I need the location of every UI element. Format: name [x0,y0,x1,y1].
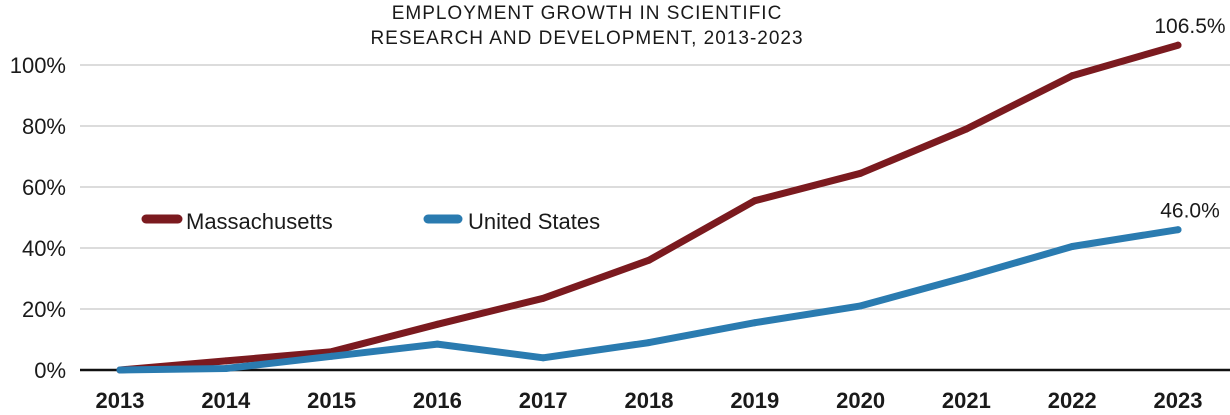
data-point-united-states-2013 [116,366,124,374]
y-axis-tick-labels: 0% 20% 40% 60% 80% 100% [10,53,66,383]
x-tick-label-2013: 2013 [96,388,145,413]
gridlines [80,64,1230,372]
y-tick-label-60: 60% [22,175,66,200]
series-lines [116,41,1182,374]
end-label-united-states: 46.0% [1160,200,1220,223]
x-tick-label-2015: 2015 [307,388,356,413]
y-tick-label-20: 20% [22,297,66,322]
chart-title-line-2: RESEARCH AND DEVELOPMENT, 2013-2023 [370,28,803,49]
data-point-united-states-2015 [328,352,336,360]
data-point-massachusetts-2022 [1068,72,1076,80]
x-tick-label-2014: 2014 [201,388,251,413]
y-tick-label-100: 100% [10,53,66,78]
data-point-massachusetts-2023 [1174,41,1182,49]
y-tick-label-80: 80% [22,114,66,139]
series-line-massachusetts [116,41,1182,374]
x-axis-tick-labels: 2013 2014 2015 2016 2017 2018 2019 2020 2021 2022… [96,388,1203,413]
data-point-united-states-2017 [539,354,547,362]
chart-title: EMPLOYMENT GROWTH IN SCIENTIFIC RESEARCH… [370,3,803,49]
x-tick-label-2017: 2017 [519,388,568,413]
data-point-united-states-2023 [1174,226,1182,234]
end-value-labels: 106.5% 46.0% [1154,15,1225,223]
legend: Massachusetts United States [141,209,600,234]
data-point-massachusetts-2017 [539,294,547,302]
end-label-massachusetts: 106.5% [1154,15,1225,38]
x-tick-label-2021: 2021 [942,388,991,413]
data-point-united-states-2021 [962,273,970,281]
x-tick-label-2016: 2016 [413,388,462,413]
data-point-massachusetts-2016 [433,320,441,328]
y-tick-label-0: 0% [34,358,66,383]
data-point-united-states-2022 [1068,242,1076,250]
legend-label-united-states: United States [468,209,600,234]
chart-title-line-1: EMPLOYMENT GROWTH IN SCIENTIFIC [392,3,783,24]
x-tick-label-2020: 2020 [836,388,885,413]
data-point-united-states-2014 [222,364,230,372]
data-point-united-states-2016 [433,340,441,348]
data-point-united-states-2019 [751,319,759,327]
data-point-massachusetts-2019 [751,197,759,205]
x-tick-label-2019: 2019 [730,388,779,413]
y-tick-label-40: 40% [22,236,66,261]
x-tick-label-2018: 2018 [625,388,674,413]
data-point-massachusetts-2021 [962,125,970,133]
series-line-united-states [116,226,1182,374]
x-tick-label-2022: 2022 [1048,388,1097,413]
data-point-massachusetts-2018 [645,256,653,264]
x-tick-label-2023: 2023 [1154,388,1203,413]
data-point-massachusetts-2014 [222,357,230,365]
data-point-massachusetts-2020 [857,169,865,177]
legend-label-massachusetts: Massachusetts [186,209,333,234]
data-point-united-states-2020 [857,302,865,310]
data-point-united-states-2018 [645,339,653,347]
